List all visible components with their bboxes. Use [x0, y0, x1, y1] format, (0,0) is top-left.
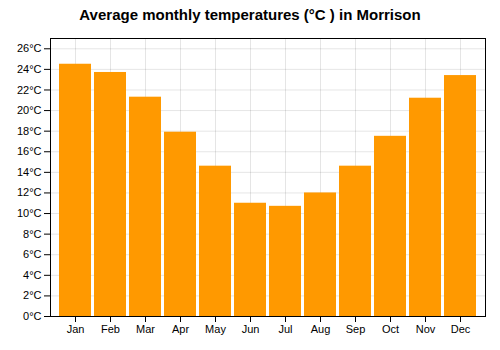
svg-text:Jul: Jul [278, 323, 292, 335]
svg-text:Feb: Feb [101, 323, 120, 335]
svg-text:Oct: Oct [382, 323, 399, 335]
svg-text:24°C: 24°C [17, 63, 42, 75]
svg-text:16°C: 16°C [17, 145, 42, 157]
svg-text:6°C: 6°C [23, 248, 42, 260]
svg-text:Aug: Aug [311, 323, 331, 335]
svg-text:22°C: 22°C [17, 84, 42, 96]
svg-text:20°C: 20°C [17, 104, 42, 116]
html-text:Average monthly temperatures (: Average monthly temperatures (°C ) in Mo… [79, 6, 421, 23]
svg-text:May: May [205, 323, 226, 335]
svg-text:2°C: 2°C [23, 289, 42, 301]
svg-text:Sep: Sep [346, 323, 366, 335]
svg-text:Dec: Dec [451, 323, 471, 335]
svg-text:Nov: Nov [416, 323, 436, 335]
svg-text:Jun: Jun [242, 323, 260, 335]
svg-text:14°C: 14°C [17, 166, 42, 178]
svg-text:Apr: Apr [172, 323, 189, 335]
svg-text:Mar: Mar [136, 323, 155, 335]
svg-text:Jan: Jan [67, 323, 85, 335]
svg-text:12°C: 12°C [17, 186, 42, 198]
svg-text:10°C: 10°C [17, 207, 42, 219]
svg-text:4°C: 4°C [23, 269, 42, 281]
svg-text:0°C: 0°C [23, 310, 42, 322]
svg-text:26°C: 26°C [17, 42, 42, 54]
svg-text:18°C: 18°C [17, 125, 42, 137]
svg-text:8°C: 8°C [23, 228, 42, 240]
